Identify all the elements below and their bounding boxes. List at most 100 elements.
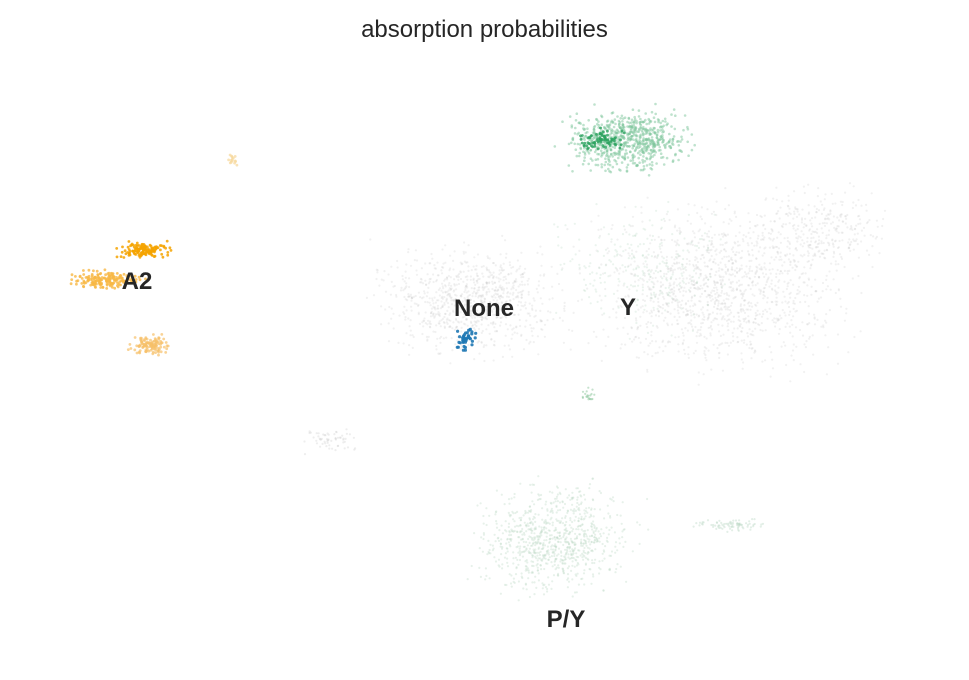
- py-cell: [554, 549, 557, 552]
- background-cell: [469, 309, 472, 312]
- py-cell: [561, 517, 564, 520]
- py-cell: [530, 509, 533, 512]
- background-cell: [539, 320, 542, 323]
- background-cell: [740, 358, 743, 361]
- y-cell: [595, 117, 598, 121]
- background-cell: [728, 309, 732, 312]
- y-faint-cell: [652, 306, 655, 309]
- y-faint-cell: [708, 239, 711, 243]
- background-cell: [519, 324, 522, 328]
- y-cell: [573, 142, 576, 146]
- py-cell: [547, 549, 550, 552]
- background-cell: [707, 294, 710, 297]
- py-cell: [551, 511, 554, 514]
- background-cell: [444, 244, 447, 247]
- background-cell: [687, 322, 690, 325]
- background-cell: [810, 237, 813, 240]
- background-cell: [712, 245, 715, 248]
- background-cell: [719, 261, 722, 264]
- py-cell: [568, 545, 572, 548]
- py-cell: [602, 532, 605, 535]
- background-cell: [691, 239, 694, 242]
- background-cell: [659, 227, 663, 230]
- py-cell: [531, 483, 534, 486]
- background-cell: [505, 287, 508, 290]
- y-faint-cell: [645, 266, 649, 269]
- py-cell: [590, 582, 593, 585]
- y-cell: [686, 140, 689, 144]
- background-cell: [440, 269, 443, 272]
- background-cell: [458, 301, 461, 304]
- background-cell: [597, 228, 600, 231]
- y-faint-cell: [578, 266, 581, 269]
- background-cell: [673, 299, 677, 302]
- background-cell: [481, 302, 484, 305]
- background-cell: [492, 262, 495, 265]
- background-cell: [505, 300, 508, 303]
- py-cell: [494, 540, 497, 543]
- background-cell: [710, 240, 713, 243]
- background-cell: [328, 447, 331, 450]
- a2-cell: [120, 276, 124, 280]
- background-cell: [724, 187, 727, 190]
- background-cell: [595, 335, 598, 338]
- py-cell: [555, 511, 558, 514]
- y-faint-cell: [700, 237, 703, 241]
- background-cell: [783, 295, 786, 298]
- y-cell: [690, 133, 694, 136]
- y-faint-cell: [628, 337, 631, 340]
- py-cell: [531, 537, 534, 540]
- background-cell: [825, 234, 828, 237]
- background-cell: [850, 240, 853, 244]
- background-cell: [703, 261, 706, 264]
- py-cell: [571, 491, 574, 494]
- background-cell: [483, 359, 486, 363]
- py-cell: [532, 539, 535, 542]
- py-cell: [582, 534, 586, 537]
- background-cell: [730, 282, 733, 285]
- background-cell: [779, 255, 782, 258]
- background-cell: [502, 292, 505, 295]
- background-cell: [788, 242, 792, 246]
- background-cell: [483, 297, 486, 300]
- background-cell: [489, 271, 492, 274]
- background-cell: [841, 239, 844, 242]
- background-cell: [869, 234, 872, 237]
- py-cell: [576, 572, 579, 575]
- background-cell: [738, 324, 741, 327]
- background-cell: [777, 280, 780, 283]
- background-cell: [452, 298, 455, 301]
- py-cell: [564, 515, 567, 518]
- background-cell: [452, 299, 455, 302]
- py-cell: [558, 531, 562, 534]
- background-cell: [844, 222, 847, 225]
- y-cell: [644, 149, 648, 153]
- py-cell: [500, 547, 504, 550]
- background-cell: [795, 208, 798, 211]
- py-cell: [517, 599, 520, 602]
- background-cell: [686, 243, 689, 246]
- background-cell: [480, 318, 483, 321]
- background-cell: [446, 302, 450, 305]
- py-cell: [547, 558, 550, 562]
- background-cell: [452, 309, 455, 312]
- background-cell: [354, 447, 357, 450]
- background-cell: [801, 245, 804, 248]
- background-cell: [326, 440, 329, 443]
- background-cell: [512, 287, 515, 290]
- background-cell: [654, 314, 658, 317]
- y-cell: [634, 134, 638, 138]
- background-cell: [432, 313, 435, 316]
- background-cell: [764, 268, 767, 271]
- py-cell: [503, 556, 507, 559]
- py-cell: [543, 539, 546, 542]
- background-cell: [844, 215, 848, 218]
- y-cell: [626, 120, 629, 124]
- background-cell: [703, 352, 706, 355]
- background-cell: [725, 241, 728, 244]
- py-cell: [583, 583, 586, 586]
- background-cell: [770, 300, 773, 303]
- y-cell: [650, 110, 654, 114]
- background-cell: [646, 269, 650, 272]
- background-cell: [724, 308, 727, 311]
